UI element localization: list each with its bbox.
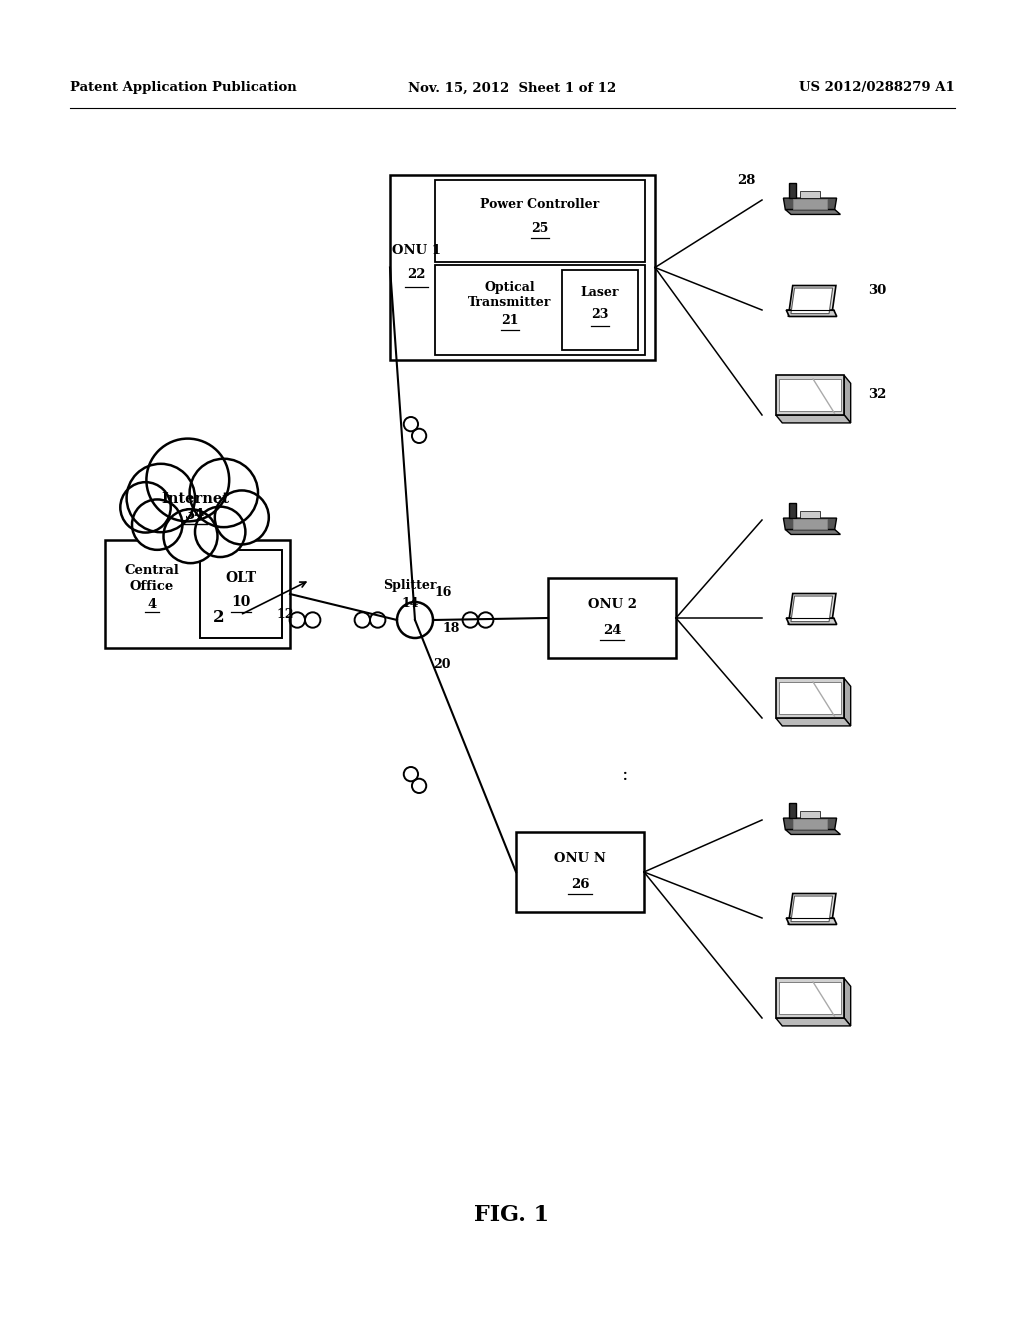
- Circle shape: [146, 438, 229, 521]
- Text: Transmitter: Transmitter: [468, 297, 552, 309]
- Polygon shape: [844, 978, 851, 1026]
- Polygon shape: [788, 894, 836, 924]
- Text: ONU 1: ONU 1: [391, 243, 440, 256]
- Polygon shape: [783, 818, 837, 829]
- Text: Power Controller: Power Controller: [480, 198, 600, 210]
- Text: Nov. 15, 2012  Sheet 1 of 12: Nov. 15, 2012 Sheet 1 of 12: [408, 82, 616, 95]
- Polygon shape: [783, 519, 837, 529]
- Text: OLT: OLT: [225, 572, 256, 585]
- Bar: [390, 176, 655, 360]
- Circle shape: [215, 491, 268, 544]
- Text: 4: 4: [147, 598, 157, 611]
- Bar: [800, 511, 820, 517]
- Polygon shape: [788, 594, 836, 624]
- Circle shape: [120, 482, 171, 532]
- Bar: [776, 375, 844, 414]
- Text: 23: 23: [591, 308, 608, 321]
- Polygon shape: [776, 414, 851, 422]
- Polygon shape: [786, 618, 837, 624]
- Text: 14: 14: [401, 597, 419, 610]
- Text: Optical: Optical: [484, 281, 536, 293]
- Polygon shape: [786, 310, 837, 317]
- Text: Internet: Internet: [161, 492, 229, 507]
- Text: 20: 20: [433, 659, 451, 672]
- Polygon shape: [788, 285, 836, 315]
- Bar: [779, 982, 841, 1014]
- Polygon shape: [776, 718, 851, 726]
- Bar: [105, 540, 290, 648]
- Text: 12: 12: [276, 609, 294, 620]
- Polygon shape: [844, 678, 851, 726]
- Polygon shape: [783, 198, 837, 210]
- Text: Patent Application Publication: Patent Application Publication: [70, 82, 297, 95]
- Text: 21: 21: [502, 314, 519, 327]
- Text: FIG. 1: FIG. 1: [474, 1204, 550, 1226]
- Circle shape: [127, 463, 195, 532]
- Bar: [793, 519, 827, 529]
- Text: 16: 16: [435, 586, 453, 598]
- Bar: [435, 265, 645, 355]
- Polygon shape: [791, 288, 833, 314]
- Polygon shape: [791, 896, 833, 921]
- Bar: [562, 271, 638, 350]
- Text: 30: 30: [868, 284, 886, 297]
- Text: Office: Office: [130, 581, 174, 594]
- Polygon shape: [844, 375, 851, 422]
- Text: :: :: [622, 766, 629, 784]
- Text: US 2012/0288279 A1: US 2012/0288279 A1: [800, 82, 955, 95]
- Text: 26: 26: [570, 878, 589, 891]
- Circle shape: [189, 459, 258, 527]
- Text: Laser: Laser: [581, 285, 620, 298]
- Text: 10: 10: [231, 595, 251, 609]
- Bar: [800, 191, 820, 198]
- Bar: [200, 550, 282, 638]
- Text: 2: 2: [213, 610, 225, 627]
- Bar: [548, 578, 676, 657]
- Bar: [793, 199, 827, 209]
- Text: 22: 22: [407, 268, 425, 281]
- Text: ONU 2: ONU 2: [588, 598, 637, 610]
- Polygon shape: [790, 183, 796, 198]
- Bar: [516, 832, 644, 912]
- Bar: [435, 180, 645, 261]
- Polygon shape: [786, 917, 837, 924]
- Bar: [776, 978, 844, 1018]
- Circle shape: [195, 507, 246, 557]
- Text: Splitter: Splitter: [383, 579, 437, 591]
- Polygon shape: [785, 829, 841, 834]
- Polygon shape: [790, 503, 796, 519]
- Text: 25: 25: [531, 222, 549, 235]
- Text: 24: 24: [603, 623, 622, 636]
- Polygon shape: [785, 210, 841, 214]
- Bar: [779, 379, 841, 412]
- Polygon shape: [776, 1018, 851, 1026]
- Bar: [793, 820, 827, 829]
- Polygon shape: [785, 529, 841, 535]
- Polygon shape: [791, 597, 833, 622]
- Circle shape: [132, 499, 182, 550]
- Text: 32: 32: [868, 388, 887, 401]
- Text: 28: 28: [736, 173, 755, 186]
- Text: ONU N: ONU N: [554, 851, 606, 865]
- Bar: [800, 812, 820, 818]
- Text: 18: 18: [443, 622, 461, 635]
- Circle shape: [164, 510, 217, 564]
- Polygon shape: [790, 803, 796, 818]
- Bar: [779, 682, 841, 714]
- Text: Central: Central: [125, 564, 179, 577]
- Bar: [776, 678, 844, 718]
- Text: 34: 34: [185, 508, 205, 523]
